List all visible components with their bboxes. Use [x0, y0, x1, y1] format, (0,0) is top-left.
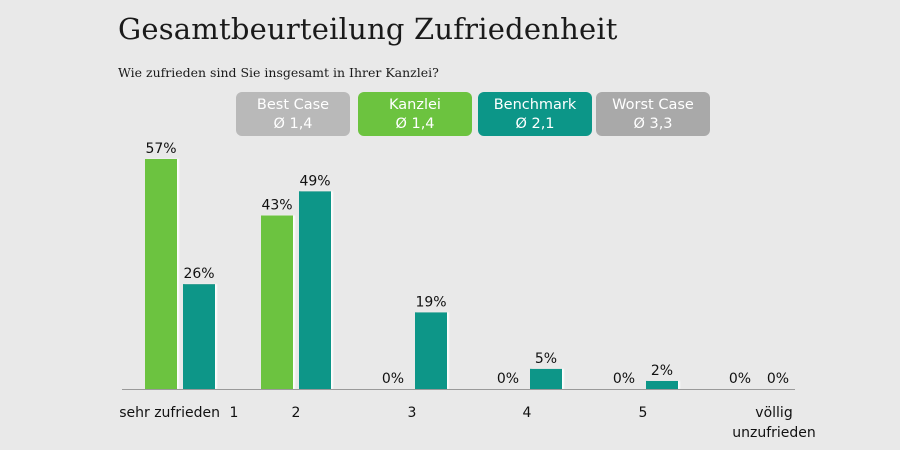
bar-benchmark-1: [183, 284, 215, 389]
category-label: 1: [230, 405, 239, 421]
category-prefix: sehr zufrieden: [119, 405, 220, 421]
bar-benchmark-5: [646, 380, 678, 389]
bar-kanzlei-2: [261, 215, 293, 389]
legend-benchmark: Benchmark Ø 2,1: [478, 92, 592, 136]
legend-label: Worst Case: [612, 97, 694, 113]
data-label-benchmark-6: 0%: [767, 371, 789, 387]
data-label-benchmark-5: 2%: [651, 363, 673, 379]
legend-average: Ø 1,4: [395, 116, 435, 132]
legend-kanzlei: Kanzlei Ø 1,4: [358, 92, 472, 136]
legend-label: Best Case: [256, 97, 330, 113]
data-label-benchmark-1: 26%: [183, 266, 214, 282]
chart-title: Gesamtbeurteilung Zufriedenheit: [118, 12, 618, 46]
legend-average: Ø 1,4: [273, 116, 313, 132]
data-label-kanzlei-4: 0%: [497, 371, 519, 387]
legend-label: Benchmark: [493, 97, 577, 113]
bar-benchmark-3: [415, 312, 447, 389]
data-label-benchmark-3: 19%: [415, 294, 446, 310]
legend-best-case: Best Case Ø 1,4: [236, 92, 350, 136]
data-label-kanzlei-1: 57%: [145, 141, 176, 157]
legend-average: Ø 3,3: [633, 116, 673, 132]
data-label-benchmark-4: 5%: [535, 351, 557, 367]
data-label-kanzlei-2: 43%: [261, 197, 292, 213]
data-label-benchmark-2: 49%: [299, 173, 330, 189]
data-label-kanzlei-6: 0%: [729, 371, 751, 387]
category-label: 2: [292, 405, 301, 421]
category-label: unzufrieden: [732, 425, 816, 441]
data-label-kanzlei-5: 0%: [613, 371, 635, 387]
data-label-kanzlei-3: 0%: [382, 371, 404, 387]
category-label: 4: [523, 405, 532, 421]
legend-average: Ø 2,1: [515, 116, 555, 132]
bar-benchmark-4: [530, 368, 562, 389]
category-label: völlig: [755, 405, 792, 421]
category-label: 3: [408, 405, 417, 421]
category-label: 5: [639, 405, 648, 421]
bar-kanzlei-1: [145, 159, 177, 389]
bar-benchmark-2: [299, 191, 331, 389]
legend-label: Kanzlei: [389, 97, 441, 113]
chart-subtitle: Wie zufrieden sind Sie insgesamt in Ihre…: [118, 65, 439, 80]
legend-worst-case: Worst Case Ø 3,3: [596, 92, 710, 136]
